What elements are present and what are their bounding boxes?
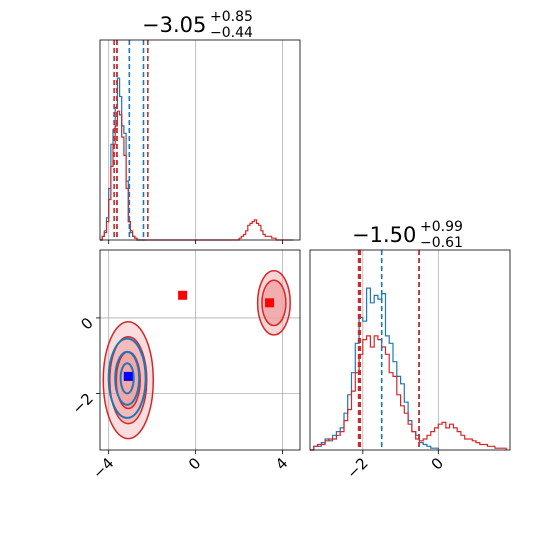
- hist-p2-blue: [310, 287, 439, 451]
- tick-label-p2-x-0: −2: [343, 454, 371, 482]
- hist-p2-red: [310, 335, 507, 451]
- tick-label-scatter-x-2: 4: [272, 454, 291, 473]
- title-p2-sup: +0.99: [420, 219, 463, 235]
- tick-label-scatter-x-1: 0: [185, 454, 204, 473]
- title-p1-sup: +0.85: [210, 9, 253, 25]
- density-contour-blue-2: [119, 362, 135, 395]
- scatter-frame: [99, 249, 301, 451]
- truth-marker-red-1: [265, 298, 275, 308]
- tick-label-scatter-y-1: −2: [68, 389, 96, 417]
- hist-p1-blue: [100, 77, 146, 241]
- density-contour-blue-1: [114, 350, 141, 406]
- truth-marker-blue: [123, 371, 133, 381]
- tick-label-scatter-x-0: −4: [89, 454, 117, 482]
- title-p1-sub: −0.44: [210, 25, 253, 41]
- hist-p2-frame: [309, 249, 511, 451]
- truth-marker-red-0: [178, 290, 188, 300]
- title-p1-main: −3.05: [142, 13, 206, 37]
- scatter-panel-p1-p2: −4 0 4 0 −2: [68, 249, 301, 482]
- tick-label-p2-x-1: 0: [428, 454, 447, 473]
- histogram-panel-p2: −2 0: [309, 249, 511, 482]
- histogram-panel-p1: [99, 39, 301, 244]
- tick-label-scatter-y-0: 0: [77, 314, 96, 333]
- density-contour-blue-0: [107, 337, 147, 419]
- title-p2: −1.50 +0.99 −0.61: [352, 219, 463, 251]
- title-p2-main: −1.50: [352, 223, 416, 247]
- title-p1: −3.05 +0.85 −0.44: [142, 9, 253, 41]
- hist-p1-frame: [99, 39, 301, 241]
- title-p2-sub: −0.61: [420, 235, 463, 251]
